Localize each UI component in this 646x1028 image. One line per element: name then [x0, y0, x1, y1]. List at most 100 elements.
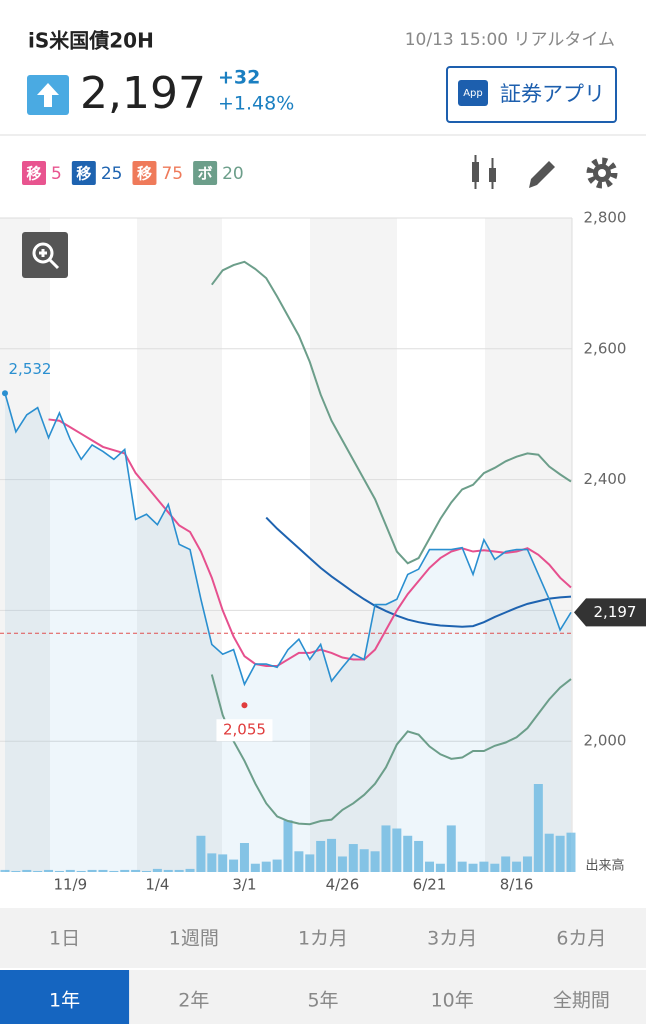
- volume-bar: [566, 832, 576, 872]
- y-tick-label: 2,000: [584, 732, 627, 750]
- period-tab[interactable]: [0, 970, 130, 1028]
- timestamp: 10/13 15:00 リアルタイム: [405, 30, 615, 50]
- period-tab[interactable]: [0, 908, 130, 968]
- title: iS米国債20H: [28, 29, 154, 53]
- volume-bar: [555, 835, 565, 872]
- price-tag-label: 2,197: [594, 603, 637, 621]
- period-tab-label[interactable]: 10年: [431, 990, 474, 1012]
- volume-bar: [403, 835, 413, 872]
- volume-bar: [533, 784, 543, 872]
- price-tag: [574, 598, 646, 627]
- y-tick-label: 2,800: [584, 209, 627, 227]
- indicator-chip: [132, 161, 157, 185]
- x-tick-label: 3/1: [232, 876, 256, 894]
- period-tab-label[interactable]: 6カ月: [556, 928, 606, 950]
- volume-bar: [392, 828, 402, 872]
- indicator-label: ボ: [198, 165, 213, 183]
- volume-bar: [283, 820, 293, 872]
- volume-label: 出来高: [585, 858, 624, 874]
- period-tabs: 1日 1週間 1カ月 3カ月 6カ月 1年 2年 5年 10年 全期間: [0, 908, 646, 1028]
- y-tick-label: 2,400: [584, 470, 627, 488]
- volume-bar: [196, 835, 206, 872]
- period-tab[interactable]: [387, 908, 517, 968]
- pencil-icon[interactable]: [529, 161, 555, 188]
- period-tab[interactable]: [387, 970, 517, 1028]
- background-stripe: [310, 218, 397, 872]
- period-tab-label[interactable]: 1週間: [169, 928, 219, 950]
- period-tab[interactable]: [516, 970, 646, 1028]
- period-tab-label[interactable]: 1年: [49, 990, 80, 1012]
- period-tab[interactable]: [258, 908, 388, 968]
- up-arrow: [37, 83, 59, 107]
- indicator-period: 25: [101, 164, 123, 184]
- period-tab-label[interactable]: 全期間: [553, 990, 610, 1012]
- volume-bar: [76, 870, 86, 872]
- volume-bar: [446, 825, 456, 872]
- candle-icon[interactable]: [472, 155, 496, 189]
- series-line: [210, 674, 572, 826]
- volume-bar: [87, 869, 97, 872]
- change-percent: +1.48%: [218, 93, 294, 115]
- annotation-dot: [2, 390, 8, 397]
- gear-teeth[interactable]: [586, 157, 618, 189]
- period-tab-label[interactable]: 5年: [307, 990, 338, 1012]
- period-tab-label[interactable]: 1カ月: [298, 928, 348, 950]
- volume-bar: [44, 869, 54, 872]
- period-tab-label[interactable]: 3カ月: [427, 928, 477, 950]
- volume-bar: [359, 849, 369, 872]
- y-tick-label: 2,600: [584, 339, 627, 357]
- series-line: [4, 393, 572, 687]
- candle-wick[interactable]: [491, 158, 494, 189]
- volume-bar: [11, 870, 21, 872]
- volume-bar: [294, 851, 304, 872]
- indicator-period: 5: [51, 164, 62, 184]
- volume-bar: [65, 869, 75, 872]
- volume-bar: [501, 856, 511, 872]
- volume-bar: [33, 870, 43, 872]
- zoom-button[interactable]: [22, 232, 68, 278]
- app-button-frame[interactable]: [446, 66, 617, 123]
- price-area: [5, 393, 571, 872]
- candle-wick[interactable]: [474, 155, 477, 189]
- indicator-period: 75: [161, 164, 183, 184]
- volume-bar: [305, 854, 315, 872]
- indicator-chip: [22, 161, 46, 185]
- volume-bar: [544, 833, 554, 872]
- indicator-label: 移: [26, 165, 41, 183]
- annotation-box: [216, 719, 273, 742]
- volume-bar: [272, 859, 282, 872]
- period-tab[interactable]: [129, 908, 259, 968]
- annotation-label: 2,532: [9, 360, 52, 378]
- annotation-dot: [241, 702, 248, 709]
- series-line: [211, 260, 572, 565]
- period-tab-label[interactable]: 1日: [49, 928, 80, 950]
- period-tab[interactable]: [258, 970, 388, 1028]
- gear-icon[interactable]: [586, 157, 618, 189]
- volume-bar: [185, 868, 195, 872]
- volume-bar: [218, 854, 228, 872]
- indicator-legend: 移 5 移 25 移 75 ボ 20: [22, 161, 244, 185]
- volume-bar: [174, 869, 184, 872]
- app-icon[interactable]: [458, 80, 488, 106]
- annotation-label: 2,055: [223, 721, 266, 739]
- x-tick-label: 8/16: [500, 876, 534, 894]
- volume-bar: [120, 869, 130, 872]
- volume-bar: [348, 844, 358, 872]
- zoom-lens[interactable]: [32, 242, 54, 264]
- zoom-handle[interactable]: [39, 249, 60, 270]
- app-icon-text[interactable]: App: [463, 88, 483, 99]
- app-button[interactable]: App 証券アプリ: [446, 66, 617, 123]
- period-tab[interactable]: [516, 908, 646, 968]
- period-tab[interactable]: [129, 970, 259, 1028]
- gear-hole[interactable]: [598, 169, 606, 177]
- period-tab-label[interactable]: 2年: [178, 990, 209, 1012]
- volume-bar: [435, 863, 445, 872]
- volume-bar: [98, 869, 108, 872]
- volume-bar: [414, 840, 424, 872]
- volume-bar: [381, 825, 391, 872]
- volume-bar: [229, 859, 239, 872]
- app-button-label[interactable]: 証券アプリ: [500, 82, 605, 106]
- volume-bar: [490, 863, 500, 872]
- volume-bar: [337, 856, 347, 872]
